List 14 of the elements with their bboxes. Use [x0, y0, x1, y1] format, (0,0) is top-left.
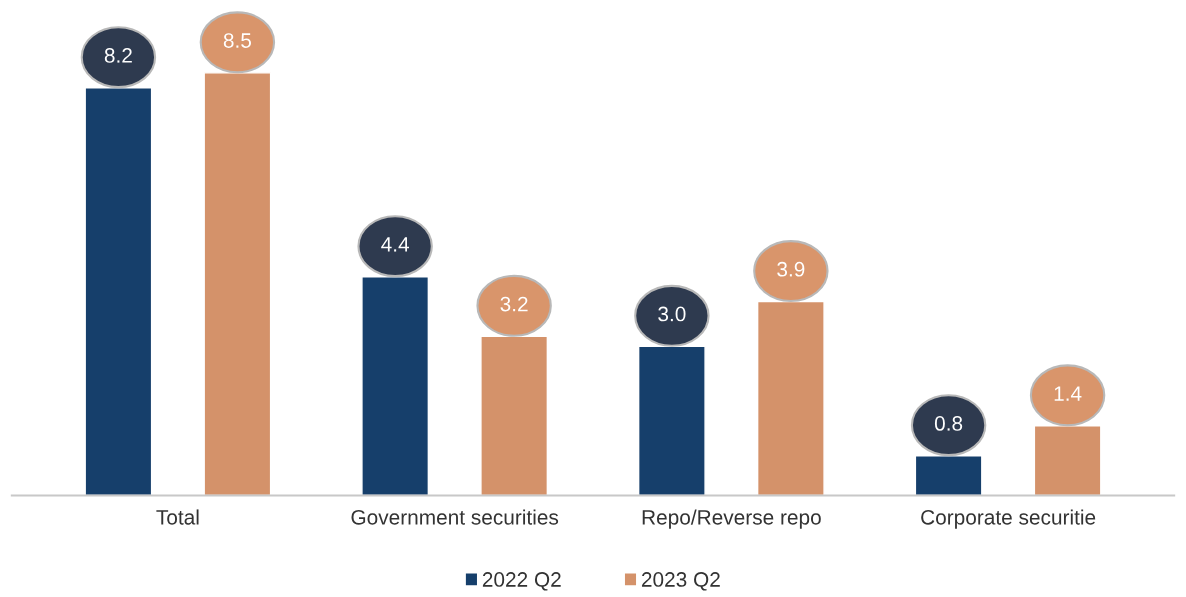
- data-label: 0.8: [934, 416, 963, 431]
- legend-label: 2022 Q2: [482, 572, 561, 591]
- data-label: 3.2: [500, 296, 528, 312]
- legend-label: 2023 Q2: [641, 572, 720, 591]
- x-tick-label: Total: [156, 509, 199, 525]
- data-label: 1.4: [1054, 386, 1082, 401]
- data-label: 8.5: [223, 33, 252, 48]
- data-label: 4.4: [381, 237, 410, 252]
- x-tick-label: Corporate securitie: [921, 509, 1096, 529]
- x-tick-label: Government securities: [351, 509, 559, 525]
- data-label: 8.2: [104, 48, 132, 63]
- data-label: 3.0: [658, 306, 686, 322]
- data-label: 3.9: [777, 261, 805, 277]
- x-tick-label: Repo/Reverse repo: [642, 509, 821, 529]
